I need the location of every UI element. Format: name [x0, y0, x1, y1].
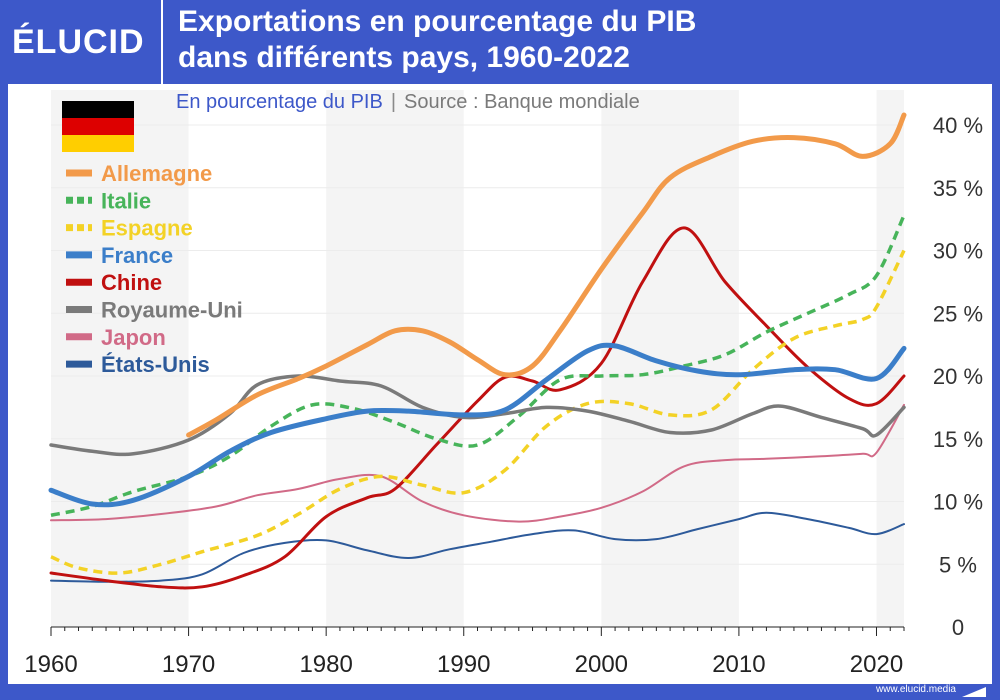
series-line-france — [48, 342, 907, 508]
logo-separator — [161, 0, 163, 84]
series-line-japon — [50, 403, 905, 523]
subtitle-separator: | — [390, 91, 397, 113]
y-tick-label: 10 % — [933, 490, 983, 515]
x-tick-label: 2000 — [575, 651, 628, 678]
germany-flag — [62, 101, 134, 152]
chart-title-line2: dans différents pays, 1960-2022 — [178, 41, 630, 74]
y-tick-label: 15 % — [933, 427, 983, 452]
legend-label-chine: Chine — [101, 270, 162, 295]
y-tick-label: 0 — [952, 615, 964, 640]
flag-stripe-2 — [62, 135, 134, 152]
series-line-espagne — [50, 249, 906, 575]
legend-label-espagne: Espagne — [101, 216, 193, 241]
legend-label-royaume-uni: Royaume-Uni — [101, 298, 243, 323]
y-tick-label: 20 % — [933, 364, 983, 389]
flag-stripe-1 — [62, 118, 134, 135]
elucid-mark-icon — [962, 687, 986, 697]
x-tick-label: 2010 — [712, 651, 765, 678]
y-tick-label: 25 % — [933, 301, 983, 326]
legend-label-france: France — [101, 243, 173, 268]
x-tick-label: 2020 — [850, 651, 903, 678]
y-tick-label: 30 % — [933, 239, 983, 264]
elucid-logo: ÉLUCID — [12, 23, 145, 61]
flag-stripe-0 — [62, 101, 134, 118]
decade-band-0 — [51, 90, 189, 627]
series-lines — [48, 112, 907, 590]
subtitle-unit: En pourcentage du PIB — [176, 91, 383, 113]
decade-band-3 — [876, 90, 904, 627]
legend-label-italie: Italie — [101, 188, 151, 213]
x-tick-label: 1970 — [162, 651, 215, 678]
chart-title: Exportations en pourcentage du PIB dans … — [178, 4, 988, 76]
x-axis — [50, 626, 905, 636]
header-bar: ÉLUCID Exportations en pourcentage du PI… — [0, 0, 1000, 84]
x-tick-label: 1960 — [24, 651, 77, 678]
decade-band-1 — [326, 90, 464, 627]
footer-url[interactable]: www.elucid.media — [875, 684, 956, 695]
series-line-italie — [50, 214, 906, 518]
chart-title-line1: Exportations en pourcentage du PIB — [178, 5, 697, 38]
series-line-etats-unis — [50, 511, 905, 583]
legend-label-japon: Japon — [101, 325, 166, 350]
x-tick-label: 1980 — [299, 651, 352, 678]
y-tick-labels: 0 5 % 10 % 15 % 20 % 25 % 30 % 35 % 40 % — [933, 113, 983, 640]
series-line-allemagne — [186, 112, 907, 438]
legend-label-etats-unis: États-Unis — [101, 352, 210, 377]
subtitle: En pourcentage du PIB | Source : Banque mo… — [176, 90, 640, 114]
subtitle-source: Source : Banque mondiale — [404, 91, 640, 113]
y-tick-label: 40 % — [933, 113, 983, 138]
x-tick-label: 1990 — [437, 651, 490, 678]
legend-label-allemagne: Allemagne — [101, 161, 212, 186]
series-line-royaume-uni — [49, 374, 906, 457]
x-tick-labels: 1960 1970 1980 1990 2000 2010 2020 — [24, 651, 903, 678]
y-tick-label: 5 % — [939, 552, 977, 577]
y-tick-label: 35 % — [933, 176, 983, 201]
